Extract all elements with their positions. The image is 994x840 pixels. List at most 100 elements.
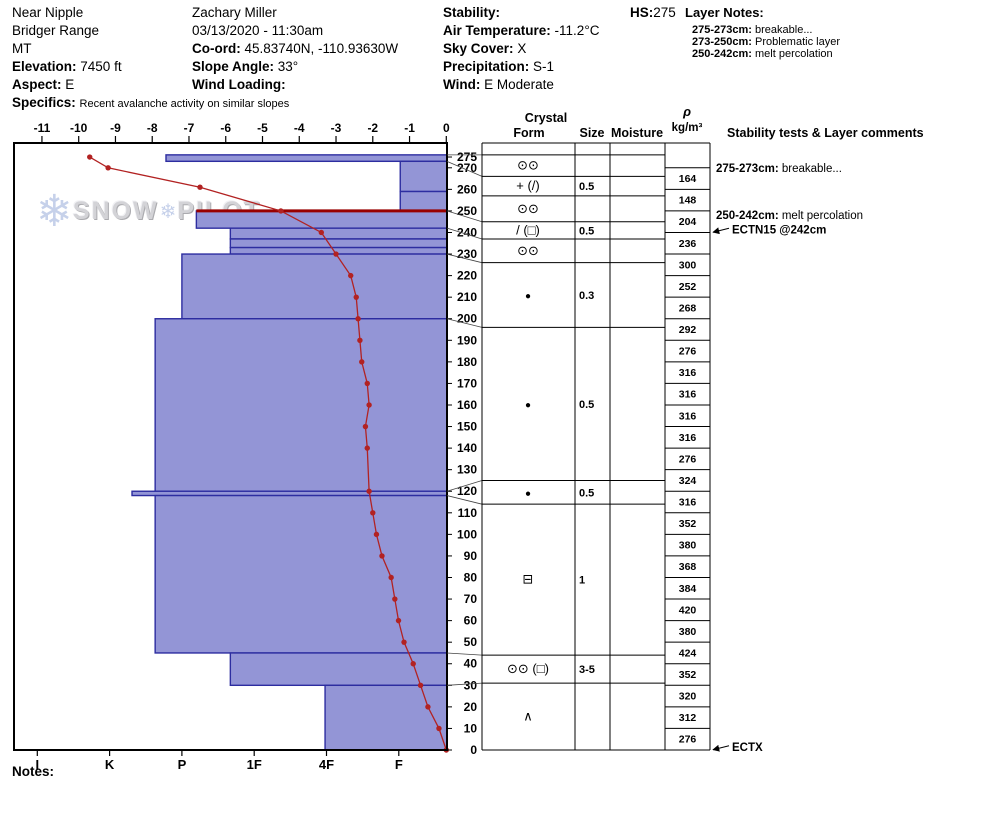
- layer-comments: 275-273cm: breakable... 250-242cm: melt p…: [712, 163, 863, 754]
- layer-note-range: 273-250cm:: [692, 36, 752, 48]
- observer-name: Zachary Miller: [192, 5, 277, 20]
- grain-size-value: 0.5: [579, 487, 594, 499]
- density-value: 324: [679, 475, 697, 487]
- depth-tick-label: 10: [464, 721, 478, 735]
- depth-tick-label: 260: [457, 182, 477, 196]
- hardness-tick-label: P: [178, 757, 187, 772]
- grain-form-symbol: ●: [525, 291, 531, 302]
- layer-note-range: 250-242cm:: [692, 48, 752, 60]
- moisture-header: Moisture: [611, 126, 663, 140]
- temperature-point: [436, 725, 442, 732]
- observation-datetime: 03/13/2020 - 11:30am: [192, 23, 323, 38]
- hardness-bar: [399, 160, 448, 193]
- specifics-value: Recent avalanche activity on similar slo…: [79, 98, 290, 110]
- depth-tick-label: 160: [457, 398, 477, 412]
- crystal-header: Crystal: [525, 111, 567, 125]
- temp-tick-label: -3: [331, 121, 342, 135]
- layer-connector: [446, 210, 483, 223]
- size-header: Size: [579, 126, 604, 140]
- temperature-point: [357, 337, 363, 344]
- specifics-label: Specifics:: [12, 95, 76, 110]
- comment-arrow: [712, 744, 730, 752]
- hardness-axis: I K P 1F 4F F: [35, 750, 403, 772]
- density-value: 316: [679, 367, 697, 379]
- temperature-point: [395, 617, 402, 624]
- grain-size-value: 0.5: [579, 399, 594, 411]
- density-value: 268: [679, 302, 697, 314]
- temperature-point: [105, 165, 111, 171]
- depth-tick-label: 180: [457, 355, 477, 369]
- layer-note-text: melt percolation: [755, 48, 833, 60]
- aspect-line: Aspect: E: [12, 77, 74, 92]
- density-value: 316: [679, 497, 697, 509]
- layer-connector: [446, 652, 483, 656]
- density-value: 316: [679, 432, 697, 444]
- grain-forms: ⊙⊙ + (/) 0.5 ⊙⊙ / (□) 0.5 ⊙⊙ ● 0.3 ● 0.5 ● 0.5 ⊟ 1 ⊙⊙ (…: [507, 158, 595, 724]
- temperature-point: [355, 316, 361, 322]
- temp-tick-label: 0: [443, 121, 450, 135]
- snowflake-icon: ❄: [36, 187, 73, 236]
- temperature-point: [373, 531, 380, 538]
- layer-connector: [446, 253, 483, 264]
- grain-size-value: 0.5: [579, 181, 594, 193]
- hardness-bar: [399, 190, 448, 212]
- wind-line: Wind: E Moderate: [443, 77, 554, 92]
- temp-tick-label: -8: [147, 121, 158, 135]
- density-values: 164 148 204 236 300 252 268 292 276 316 316 316 316 2…: [679, 173, 697, 746]
- grain-form-symbol: ⊙⊙: [517, 158, 539, 173]
- temperature-line: [87, 154, 449, 753]
- layer-connector: [446, 495, 483, 505]
- slope-angle-label: Slope Angle:: [192, 59, 275, 74]
- sky-cover-value: X: [517, 41, 527, 56]
- coord-line: Co-ord: 45.83740N, -110.93630W: [192, 41, 398, 56]
- density-value: 300: [679, 259, 697, 271]
- snowflake-icon: ❄: [159, 201, 177, 223]
- depth-tick-label: 130: [457, 463, 477, 477]
- temperature-point: [366, 488, 372, 494]
- layer-note-text: breakable...: [755, 24, 813, 36]
- hardness-tick-label: K: [105, 757, 115, 772]
- density-value: 368: [679, 561, 697, 573]
- depth-tick-label: 120: [457, 484, 477, 498]
- grain-size-value: 1: [579, 575, 585, 587]
- grain-size-value: 0.3: [579, 290, 594, 302]
- depth-tick-label: 275: [457, 150, 477, 164]
- temperature-point: [348, 272, 354, 279]
- hs-value: 275: [653, 5, 676, 20]
- depth-tick-label: 50: [464, 635, 478, 649]
- temp-tick-label: -9: [110, 121, 121, 135]
- observer-name-text: Zachary Miller: [192, 5, 277, 20]
- sky-cover-line: Sky Cover: X: [443, 41, 526, 56]
- depth-tick-label: 40: [464, 657, 478, 671]
- wind-label: Wind:: [443, 77, 481, 92]
- layer-note-item: 250-242cm: melt percolation: [692, 48, 833, 60]
- density-value: 420: [679, 604, 697, 616]
- air-temp-label: Air Temperature:: [443, 23, 551, 38]
- hardness-tick-label: 4F: [319, 757, 334, 772]
- site-name: Near Nipple: [12, 5, 83, 20]
- watermark-word-snow: SNOW: [72, 197, 159, 225]
- density-value: 352: [679, 669, 697, 681]
- grain-size-value: 0.5: [579, 225, 594, 237]
- grain-form-symbol: ∧: [523, 709, 533, 724]
- hardness-bar: [229, 246, 448, 255]
- temp-tick-label: -2: [367, 121, 378, 135]
- depth-tick-label: 60: [464, 614, 478, 628]
- temp-tick-label: -7: [184, 121, 195, 135]
- temp-tick-label: -4: [294, 121, 305, 135]
- grain-form-symbol: ⊙⊙ (□): [507, 661, 549, 676]
- coord-value: 45.83740N, -110.93630W: [244, 41, 399, 56]
- temperature-point: [87, 154, 93, 160]
- depth-tick-label: 220: [457, 269, 477, 283]
- temp-tick-label: -1: [404, 121, 415, 135]
- site-range-text: Bridger Range: [12, 23, 100, 38]
- density-value: 236: [679, 238, 697, 250]
- elevation-value: 7450 ft: [80, 59, 122, 74]
- grain-table-grid: [481, 142, 711, 751]
- hardness-bar: [154, 494, 448, 654]
- grain-form-symbol: / (□): [516, 222, 540, 237]
- density-value: 316: [679, 389, 697, 401]
- wind-value: E Moderate: [484, 77, 554, 92]
- temperature-point: [410, 661, 416, 667]
